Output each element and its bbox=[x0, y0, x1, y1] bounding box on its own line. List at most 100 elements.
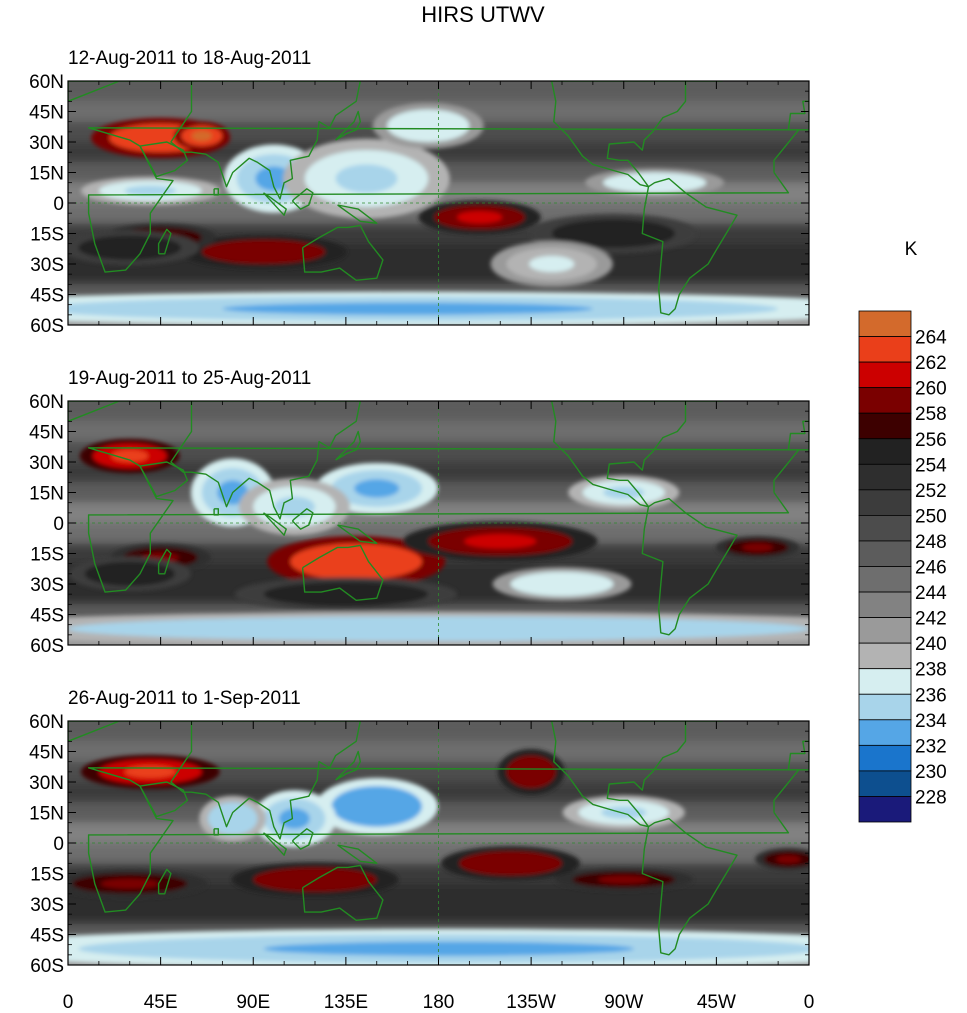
x-tick-label: 45W bbox=[697, 992, 736, 1013]
map-panel: 60N 45N 30N 15N 0 15S 30S 45S 60S bbox=[29, 392, 810, 657]
colorbar-label: 230 bbox=[915, 762, 947, 783]
coastline bbox=[551, 401, 687, 508]
chart-title: HIRS UTWV bbox=[421, 2, 545, 27]
coastline bbox=[551, 81, 687, 188]
contour-region bbox=[263, 941, 635, 956]
contour-region bbox=[107, 567, 153, 580]
colorbar-box bbox=[858, 796, 912, 823]
colorbar-box bbox=[858, 489, 912, 516]
y-tick-label: 45N bbox=[29, 423, 64, 444]
contour-region bbox=[124, 185, 177, 196]
coastline bbox=[337, 524, 378, 544]
coastlines bbox=[68, 721, 809, 956]
coastline bbox=[213, 508, 220, 516]
coastline bbox=[291, 188, 314, 210]
coastline bbox=[262, 192, 287, 216]
y-tick-label: 15S bbox=[30, 865, 64, 886]
coastline bbox=[335, 430, 361, 461]
coastline bbox=[87, 767, 800, 913]
y-tick-label: 30S bbox=[30, 255, 64, 276]
colorbar-label: 262 bbox=[915, 353, 947, 374]
coastline bbox=[68, 401, 361, 520]
panel-title: 12-Aug-2011 to 18-Aug-2011 bbox=[68, 48, 311, 69]
y-tick-label: 0 bbox=[53, 194, 64, 215]
contour-region bbox=[232, 245, 295, 258]
y-tick-label: 15N bbox=[29, 484, 64, 505]
contour-region bbox=[582, 226, 645, 241]
coastline bbox=[291, 508, 314, 530]
colorbar-label: 250 bbox=[915, 506, 947, 527]
colorbar-label: 258 bbox=[915, 404, 947, 425]
coastlines bbox=[68, 81, 809, 316]
colorbar-box bbox=[858, 693, 912, 721]
colorbar-label: 256 bbox=[915, 430, 947, 451]
coastline bbox=[641, 177, 738, 316]
colorbar-label: 242 bbox=[915, 609, 947, 630]
coastline bbox=[337, 844, 378, 864]
colorbar-label: 236 bbox=[915, 685, 947, 706]
colorbar-label: 240 bbox=[915, 634, 947, 655]
colorbar-box bbox=[858, 744, 912, 772]
y-tick-label: 60N bbox=[29, 392, 64, 413]
contour-region bbox=[354, 479, 400, 498]
colorbar-box bbox=[858, 719, 912, 746]
colorbar-box bbox=[858, 336, 912, 363]
y-tick-label: 30S bbox=[30, 895, 64, 916]
y-tick-label: 60S bbox=[30, 956, 64, 977]
y-tick-label: 0 bbox=[53, 514, 64, 535]
colorbar-label: 252 bbox=[915, 481, 947, 502]
contour-region bbox=[100, 878, 159, 889]
coastlines bbox=[68, 401, 809, 636]
contour-region bbox=[536, 577, 588, 591]
coastline bbox=[262, 512, 287, 536]
contour-region bbox=[323, 552, 390, 571]
coastline bbox=[139, 141, 189, 178]
colorbar-box bbox=[858, 515, 912, 542]
contour-region bbox=[222, 302, 593, 315]
colorbar-label: 234 bbox=[915, 711, 947, 732]
contour-region bbox=[253, 622, 624, 635]
contour-region bbox=[191, 130, 213, 141]
contour-region bbox=[111, 449, 149, 462]
coastline bbox=[337, 204, 378, 225]
colorbar-label: 244 bbox=[915, 583, 947, 604]
coastline bbox=[291, 828, 314, 850]
panel-title: 26-Aug-2011 to 1-Sep-2011 bbox=[68, 688, 301, 709]
colorbar-box bbox=[858, 361, 912, 389]
colorbar-label: 238 bbox=[915, 660, 947, 681]
colorbar: 228 230 232 234 236 238 240 242 244 246 248 250 252 2… bbox=[858, 310, 947, 823]
colorbar-box bbox=[858, 617, 912, 644]
colorbar-box bbox=[858, 310, 912, 337]
y-tick-label: 60S bbox=[30, 636, 64, 657]
coastline bbox=[68, 81, 361, 200]
coastline bbox=[301, 224, 384, 281]
contour-region bbox=[134, 130, 187, 146]
map-panel: 60N 45N 30N 15N 0 15S 30S 45S 60S bbox=[29, 72, 810, 337]
y-tick-label: 45S bbox=[30, 606, 64, 627]
contour-region bbox=[598, 875, 650, 884]
y-tick-label: 30N bbox=[29, 133, 64, 154]
coastline bbox=[157, 228, 172, 255]
colorbar-label: 232 bbox=[915, 736, 947, 757]
contour-region bbox=[529, 255, 575, 273]
y-tick-label: 15S bbox=[30, 225, 64, 246]
coastline bbox=[301, 544, 384, 601]
coastline bbox=[787, 100, 809, 131]
contour-region bbox=[776, 855, 801, 864]
coastline bbox=[641, 817, 738, 956]
colorbar-box bbox=[858, 591, 912, 618]
coastline bbox=[139, 781, 189, 818]
contour-region bbox=[518, 763, 544, 780]
x-tick-label: 135E bbox=[324, 992, 368, 1013]
x-tick-label: 0 bbox=[63, 992, 74, 1013]
colorbar-label: 248 bbox=[915, 532, 947, 553]
x-axis: 0 45E 90E 135E 180 135W 90W 45W 0 bbox=[63, 992, 815, 1013]
contour-region bbox=[603, 486, 645, 499]
y-tick-label: 60S bbox=[30, 316, 64, 337]
panel-title: 19-Aug-2011 to 25-Aug-2011 bbox=[68, 368, 311, 389]
coastline bbox=[551, 721, 687, 828]
contour-region bbox=[742, 543, 773, 552]
colorbar-box bbox=[858, 412, 912, 440]
colorbar-box bbox=[858, 642, 912, 670]
